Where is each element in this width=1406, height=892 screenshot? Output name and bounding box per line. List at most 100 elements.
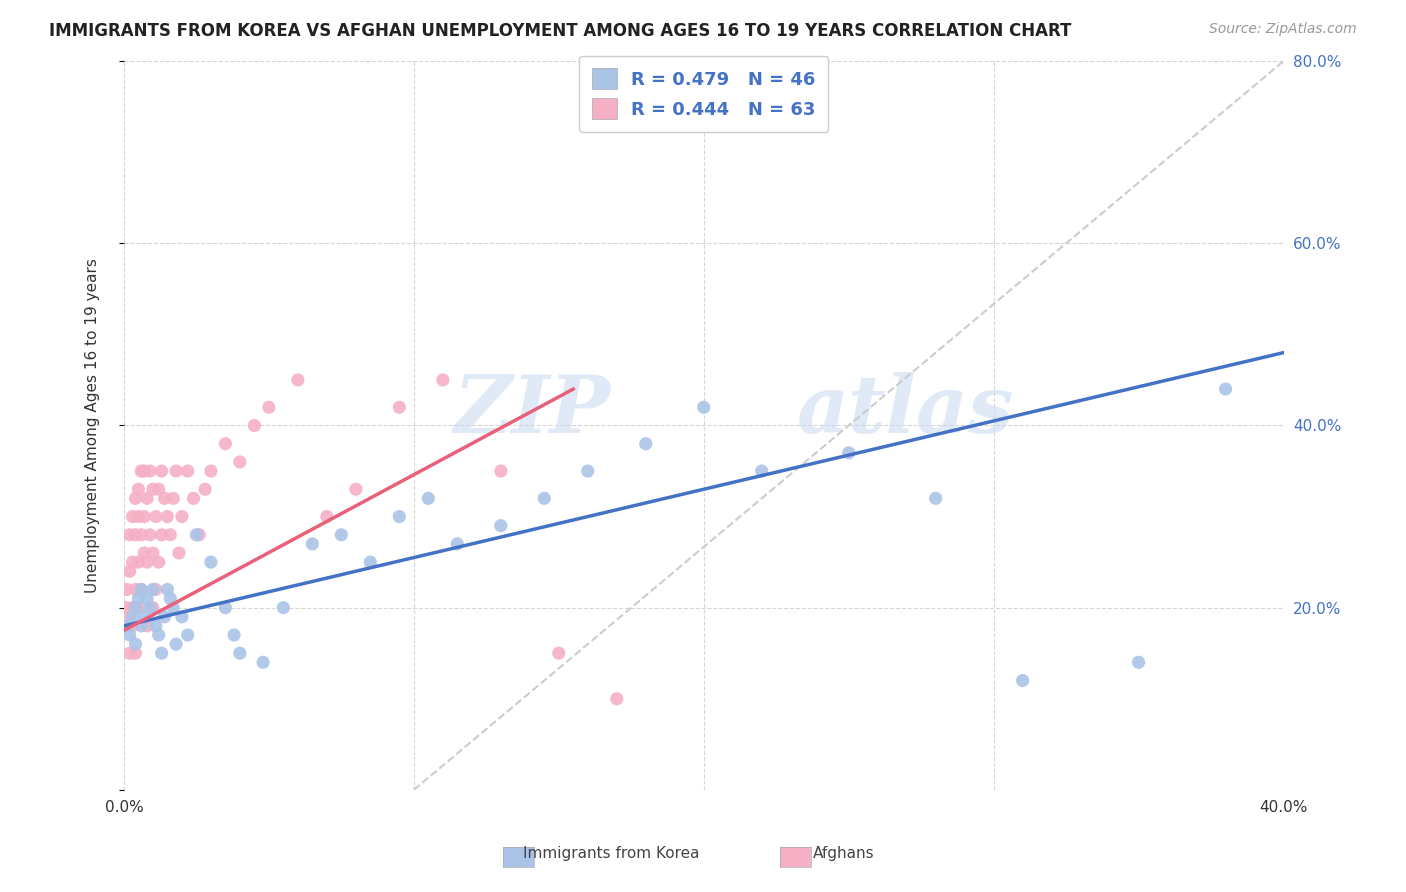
Point <box>115 600 138 615</box>
Point <box>121 609 143 624</box>
Point <box>118 628 141 642</box>
Point <box>142 482 165 496</box>
Point <box>153 491 176 506</box>
Point <box>139 528 162 542</box>
Point <box>121 509 143 524</box>
Point <box>139 464 162 478</box>
Point <box>156 582 179 597</box>
Point <box>145 582 167 597</box>
Point <box>131 464 153 478</box>
Point <box>547 646 569 660</box>
Point <box>1128 656 1150 670</box>
Point <box>159 591 181 606</box>
Point <box>115 619 138 633</box>
Point <box>136 591 159 606</box>
Point <box>134 464 156 478</box>
Point <box>127 600 149 615</box>
Point <box>576 464 599 478</box>
Point <box>142 546 165 560</box>
Point <box>162 600 184 615</box>
Point <box>287 373 309 387</box>
Point <box>136 555 159 569</box>
Point <box>150 528 173 542</box>
Point <box>134 609 156 624</box>
Point <box>148 628 170 642</box>
Point <box>115 619 138 633</box>
Point <box>145 619 167 633</box>
Point <box>134 546 156 560</box>
Point <box>145 509 167 524</box>
Point <box>170 509 193 524</box>
Point <box>634 436 657 450</box>
Point <box>148 555 170 569</box>
Point <box>159 528 181 542</box>
Point <box>194 482 217 496</box>
Point <box>200 555 222 569</box>
Point <box>1011 673 1033 688</box>
Point <box>489 518 512 533</box>
Point <box>924 491 946 506</box>
Point <box>150 464 173 478</box>
Point <box>121 600 143 615</box>
Point <box>118 609 141 624</box>
Point <box>388 401 411 415</box>
Point <box>131 528 153 542</box>
Point <box>165 464 187 478</box>
Point <box>127 591 149 606</box>
Point <box>693 401 716 415</box>
Point <box>257 401 280 415</box>
Point <box>214 600 236 615</box>
Point <box>200 464 222 478</box>
Point <box>118 528 141 542</box>
Point <box>165 637 187 651</box>
Point <box>533 491 555 506</box>
Point <box>176 464 198 478</box>
Point <box>115 582 138 597</box>
Point <box>273 600 295 615</box>
Text: Immigrants from Korea: Immigrants from Korea <box>523 847 700 861</box>
Point <box>131 582 153 597</box>
Point <box>183 491 205 506</box>
Point <box>214 436 236 450</box>
Point <box>446 537 468 551</box>
Point <box>838 446 860 460</box>
Point <box>118 646 141 660</box>
Text: ZIP: ZIP <box>454 372 612 450</box>
Point <box>229 646 252 660</box>
Point <box>124 491 146 506</box>
Point <box>330 528 353 542</box>
Point <box>136 619 159 633</box>
Point <box>186 528 208 542</box>
Point <box>606 691 628 706</box>
Point <box>344 482 367 496</box>
Point <box>188 528 211 542</box>
Point <box>432 373 454 387</box>
Point <box>134 509 156 524</box>
Text: Afghans: Afghans <box>813 847 875 861</box>
Point <box>162 491 184 506</box>
Point <box>127 509 149 524</box>
Point <box>139 600 162 615</box>
Point <box>301 537 323 551</box>
Point <box>127 482 149 496</box>
Point <box>315 509 337 524</box>
Point <box>131 582 153 597</box>
Point <box>176 628 198 642</box>
Point <box>489 464 512 478</box>
Point <box>124 646 146 660</box>
Point <box>142 582 165 597</box>
Text: Source: ZipAtlas.com: Source: ZipAtlas.com <box>1209 22 1357 37</box>
Point <box>359 555 381 569</box>
Point <box>153 609 176 624</box>
Point <box>243 418 266 433</box>
Point <box>121 555 143 569</box>
Point <box>170 609 193 624</box>
Text: atlas: atlas <box>797 372 1014 450</box>
Point <box>124 637 146 651</box>
Point <box>388 509 411 524</box>
Point <box>167 546 190 560</box>
Point <box>118 564 141 578</box>
Point <box>252 656 274 670</box>
Point <box>156 509 179 524</box>
Point <box>418 491 440 506</box>
